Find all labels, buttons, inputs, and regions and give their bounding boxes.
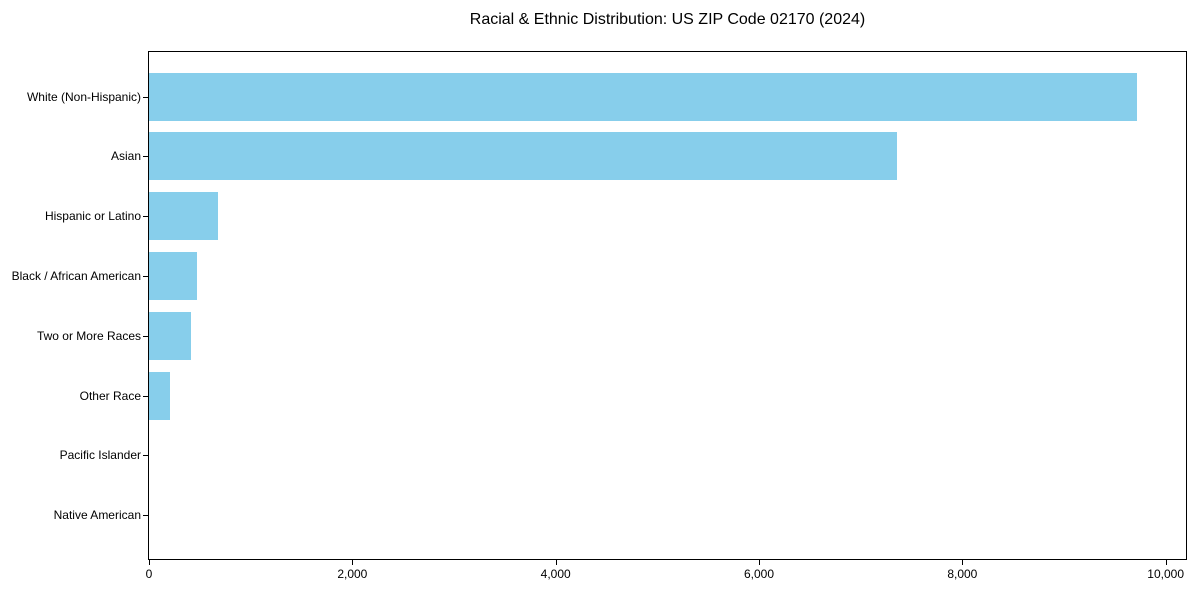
x-tick-6000 — [759, 560, 760, 565]
y-tick-pacific-islander — [143, 455, 148, 457]
y-tick-label-black-african-american: Black / African American — [11, 268, 141, 283]
x-tick-8000 — [962, 560, 964, 565]
y-tick-label-asian: Asian — [110, 149, 141, 164]
y-tick-label-two-or-more-races: Two or More Races — [36, 328, 141, 343]
plot-area: White (Non-Hispanic) Asian Hispanic or Lat… — [12, 51, 1187, 581]
y-tick-label-hispanic-or-latino: Hispanic or Latino — [44, 209, 141, 224]
x-tick-4000 — [555, 560, 557, 565]
y-tick-hispanic-or-latino — [143, 216, 148, 218]
y-tick-asian — [143, 156, 148, 158]
y-tick-white-non-hispanic — [143, 96, 148, 98]
y-tick-label-pacific-islander: Pacific Islander — [59, 448, 141, 463]
x-tick-0 — [149, 560, 150, 565]
y-tick-black-african-american — [143, 275, 148, 277]
y-tick-label-native-american: Native American — [53, 508, 141, 523]
bar-other-race — [149, 371, 171, 420]
chart-title: Racial & Ethnic Distribution: US ZIP Cod… — [469, 11, 866, 28]
x-tick-label-4000: 4,000 — [540, 567, 571, 581]
y-tick-label-white-non-hispanic: White (Non-Hispanic) — [26, 89, 141, 104]
x-tick-label-6000: 6,000 — [743, 567, 775, 581]
x-tick-label-0: 0 — [145, 567, 153, 581]
bar-white-non-hispanic — [149, 72, 1137, 121]
bar-two-or-more-races — [149, 311, 191, 360]
x-tick-label-10000: 10,000 — [1147, 567, 1185, 581]
y-tick-two-or-more-races — [143, 335, 148, 337]
bar-hispanic-or-latino — [149, 192, 218, 241]
x-tick-10000 — [1165, 560, 1167, 565]
x-tick-2000 — [352, 560, 354, 565]
y-tick-other-race — [143, 395, 148, 397]
bar-asian — [149, 132, 897, 181]
bar-black-african-american — [149, 251, 197, 300]
y-tick-native-american — [143, 515, 148, 517]
y-tick-label-other-race: Other Race — [79, 388, 141, 403]
x-tick-label-8000: 8,000 — [947, 567, 978, 581]
x-tick-label-2000: 2,000 — [337, 567, 368, 581]
